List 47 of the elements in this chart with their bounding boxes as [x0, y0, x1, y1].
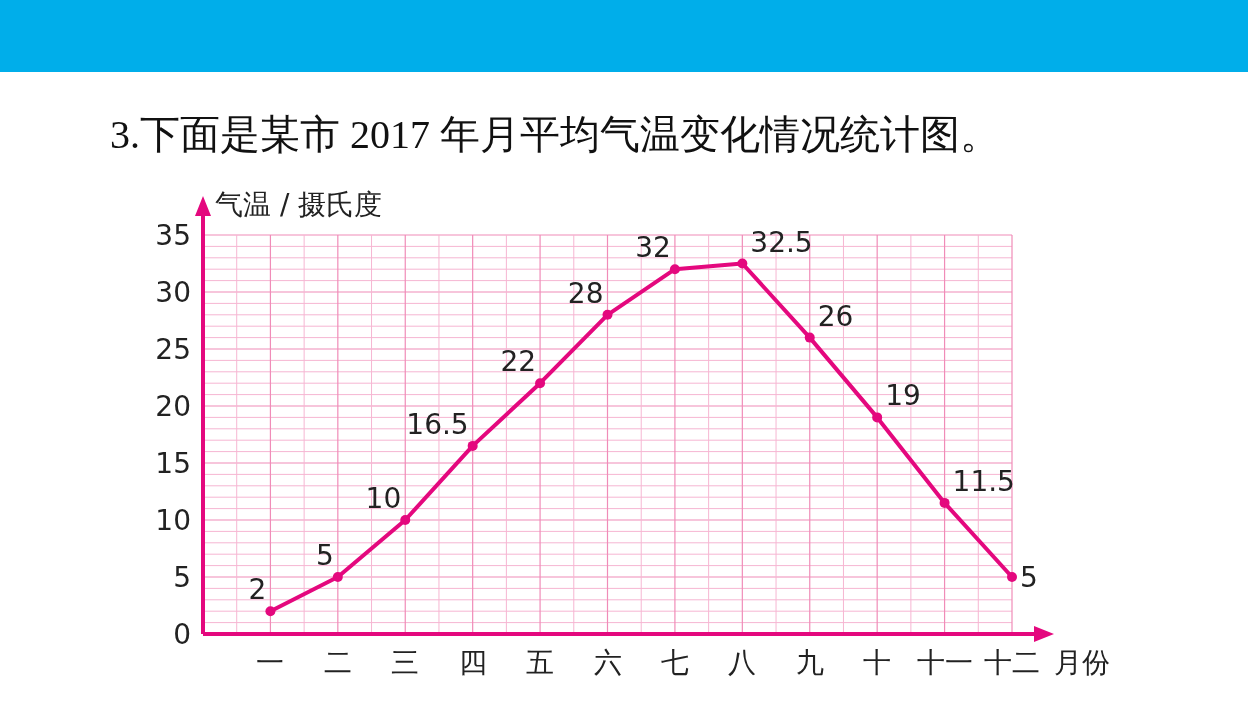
data-label: 28: [567, 276, 604, 310]
x-tick-label: 一: [256, 646, 285, 679]
point: [804, 332, 815, 343]
data-label: 32: [635, 231, 671, 265]
x-tick-label: 十: [863, 646, 892, 679]
point: [265, 606, 276, 617]
data-label: 22: [500, 345, 537, 379]
x-tick-label: 六: [593, 646, 622, 679]
data-label: 5: [316, 539, 334, 572]
y-tick-label: 30: [155, 276, 191, 309]
point: [872, 412, 883, 423]
x-tick-label: 九: [795, 646, 824, 679]
data-label: 19: [885, 379, 921, 413]
y-tick-label: 0: [173, 618, 191, 651]
y-tick-label: 5: [173, 561, 191, 594]
point: [939, 497, 950, 508]
y-tick-label: 15: [155, 447, 191, 480]
x-tick-label: 十二: [984, 646, 1040, 679]
point: [467, 440, 478, 451]
point: [1007, 572, 1017, 582]
chart-title: 3.下面是某市 2017 年月平均气温变化情况统计图。: [110, 112, 1000, 157]
x-tick-label: 四: [458, 646, 487, 679]
y-tick-label: 25: [155, 333, 191, 366]
point: [535, 378, 546, 389]
data-label: 5: [1020, 561, 1038, 594]
data-label: 32.5: [750, 225, 813, 259]
x-tick-label: 八: [728, 646, 757, 679]
x-tick-label: 五: [526, 646, 555, 679]
y-tick-label: 20: [155, 390, 191, 423]
data-label: 11.5: [952, 464, 1015, 498]
point: [400, 515, 411, 525]
data-label: 16.5: [406, 407, 469, 441]
data-label: 26: [817, 299, 854, 333]
point: [669, 264, 680, 275]
y-tick-label: 10: [155, 504, 191, 537]
point: [602, 309, 613, 320]
x-tick-label: 七: [660, 646, 689, 679]
data-label: 2: [248, 573, 267, 607]
x-tick-label: 十一: [916, 646, 973, 679]
point: [332, 572, 343, 582]
point: [737, 258, 748, 269]
x-tick-label: 三: [391, 646, 420, 679]
y-axis-title: 气温 / 摄氏度: [215, 188, 383, 221]
data-label: 10: [365, 482, 402, 515]
y-tick-label: 35: [155, 219, 191, 252]
x-axis-title: 月份: [1054, 646, 1110, 679]
x-tick-label: 二: [323, 646, 352, 679]
